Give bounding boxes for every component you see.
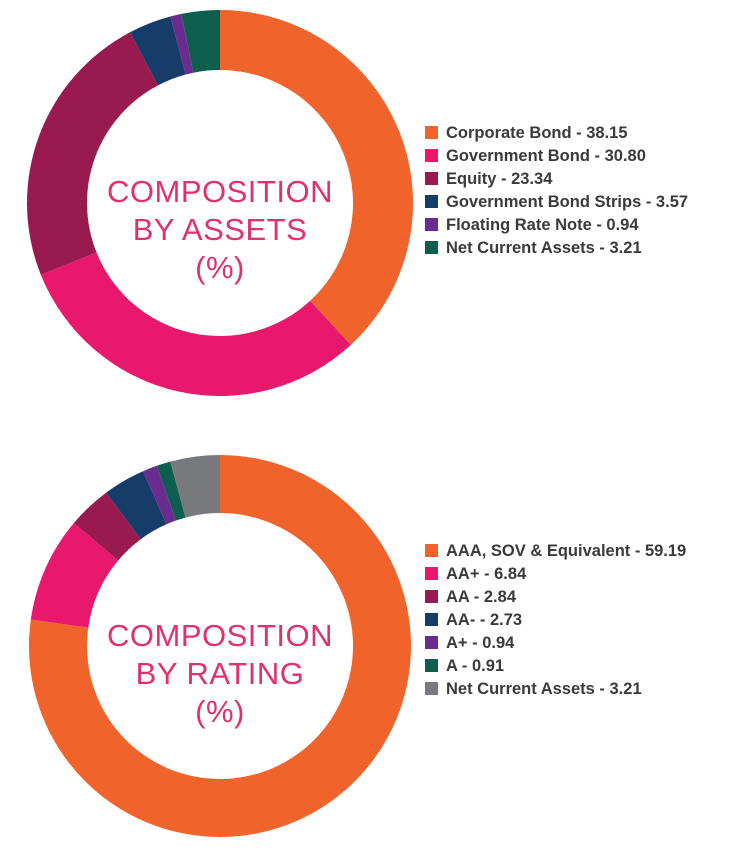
donut-slice bbox=[170, 455, 220, 518]
legend-item: AA - 2.84 bbox=[425, 586, 691, 609]
donut-slice bbox=[143, 465, 176, 525]
legend-item: Corporate Bond - 38.15 bbox=[425, 122, 688, 145]
donut-slice bbox=[220, 10, 413, 345]
legend-label: Government Bond Strips - 3.57 bbox=[446, 193, 689, 211]
center-title-assets: COMPOSITION BY ASSETS (%) bbox=[95, 173, 345, 287]
donut-slice bbox=[40, 252, 351, 396]
donut-chart-assets: COMPOSITION BY ASSETS (%) Corporate Bond… bbox=[0, 0, 739, 420]
legend-item: A+ - 0.94 bbox=[425, 632, 691, 655]
legend-label: AAA, SOV & Equivalent - 59.19 bbox=[446, 542, 687, 560]
center-title-line-3: (%) bbox=[195, 250, 245, 285]
legend-item: Equity - 23.34 bbox=[425, 168, 688, 191]
donut-slice bbox=[30, 523, 119, 628]
legend-rating: AAA, SOV & Equivalent - 59.19 AA+ - 6.84 A… bbox=[425, 540, 691, 701]
legend-swatch bbox=[425, 195, 438, 208]
legend-swatch bbox=[425, 241, 438, 254]
legend-label: AA- - 2.73 bbox=[446, 611, 523, 629]
legend-item: AA+ - 6.84 bbox=[425, 563, 691, 586]
donut-slice bbox=[26, 32, 158, 275]
donut-slice bbox=[170, 13, 194, 75]
legend-label: Corporate Bond - 38.15 bbox=[446, 124, 628, 142]
donut-slice bbox=[73, 492, 141, 561]
legend-label: AA+ - 6.84 bbox=[446, 565, 527, 583]
legend-assets: Corporate Bond - 38.15 Government Bond - … bbox=[425, 122, 688, 260]
legend-swatch bbox=[425, 218, 438, 231]
donut-slice bbox=[106, 471, 167, 540]
legend-label: Government Bond - 30.80 bbox=[446, 147, 646, 165]
legend-swatch bbox=[425, 682, 438, 695]
center-title-line-2: BY RATING bbox=[135, 656, 305, 691]
legend-swatch bbox=[425, 149, 438, 162]
legend-label: AA - 2.84 bbox=[446, 588, 516, 606]
legend-label: Floating Rate Note - 0.94 bbox=[446, 216, 639, 234]
legend-swatch bbox=[425, 172, 438, 185]
legend-label: A+ - 0.94 bbox=[446, 634, 515, 652]
donut-slice bbox=[156, 461, 186, 521]
legend-item: Government Bond - 30.80 bbox=[425, 145, 688, 168]
legend-swatch bbox=[425, 590, 438, 603]
center-title-line-1: COMPOSITION bbox=[107, 174, 333, 209]
legend-item: AAA, SOV & Equivalent - 59.19 bbox=[425, 540, 691, 563]
legend-item: A - 0.91 bbox=[425, 655, 691, 678]
legend-swatch bbox=[425, 544, 438, 557]
donut-chart-rating: COMPOSITION BY RATING (%) AAA, SOV & Equ… bbox=[0, 440, 739, 851]
legend-swatch bbox=[425, 636, 438, 649]
legend-swatch bbox=[425, 613, 438, 626]
donut-slice bbox=[181, 10, 220, 73]
legend-item: Government Bond Strips - 3.57 bbox=[425, 191, 688, 214]
legend-label: Equity - 23.34 bbox=[446, 170, 553, 188]
legend-label: A - 0.91 bbox=[446, 657, 505, 675]
donut-svg-rating bbox=[28, 455, 411, 837]
legend-label: Net Current Assets - 3.21 bbox=[446, 680, 642, 698]
donut-svg-assets bbox=[26, 10, 413, 396]
donut-slice bbox=[130, 16, 186, 86]
legend-swatch bbox=[425, 659, 438, 672]
legend-item: AA- - 2.73 bbox=[425, 609, 691, 632]
legend-item: Net Current Assets - 3.21 bbox=[425, 237, 688, 260]
legend-item: Floating Rate Note - 0.94 bbox=[425, 214, 688, 237]
center-title-rating: COMPOSITION BY RATING (%) bbox=[95, 617, 345, 731]
legend-label: Net Current Assets - 3.21 bbox=[446, 239, 642, 257]
center-title-line-2: BY ASSETS bbox=[132, 212, 308, 247]
legend-swatch bbox=[425, 567, 438, 580]
donut-slice bbox=[28, 455, 411, 837]
legend-item: Net Current Assets - 3.21 bbox=[425, 678, 691, 701]
center-title-line-3: (%) bbox=[195, 694, 245, 729]
center-title-line-1: COMPOSITION bbox=[107, 618, 333, 653]
legend-swatch bbox=[425, 126, 438, 139]
